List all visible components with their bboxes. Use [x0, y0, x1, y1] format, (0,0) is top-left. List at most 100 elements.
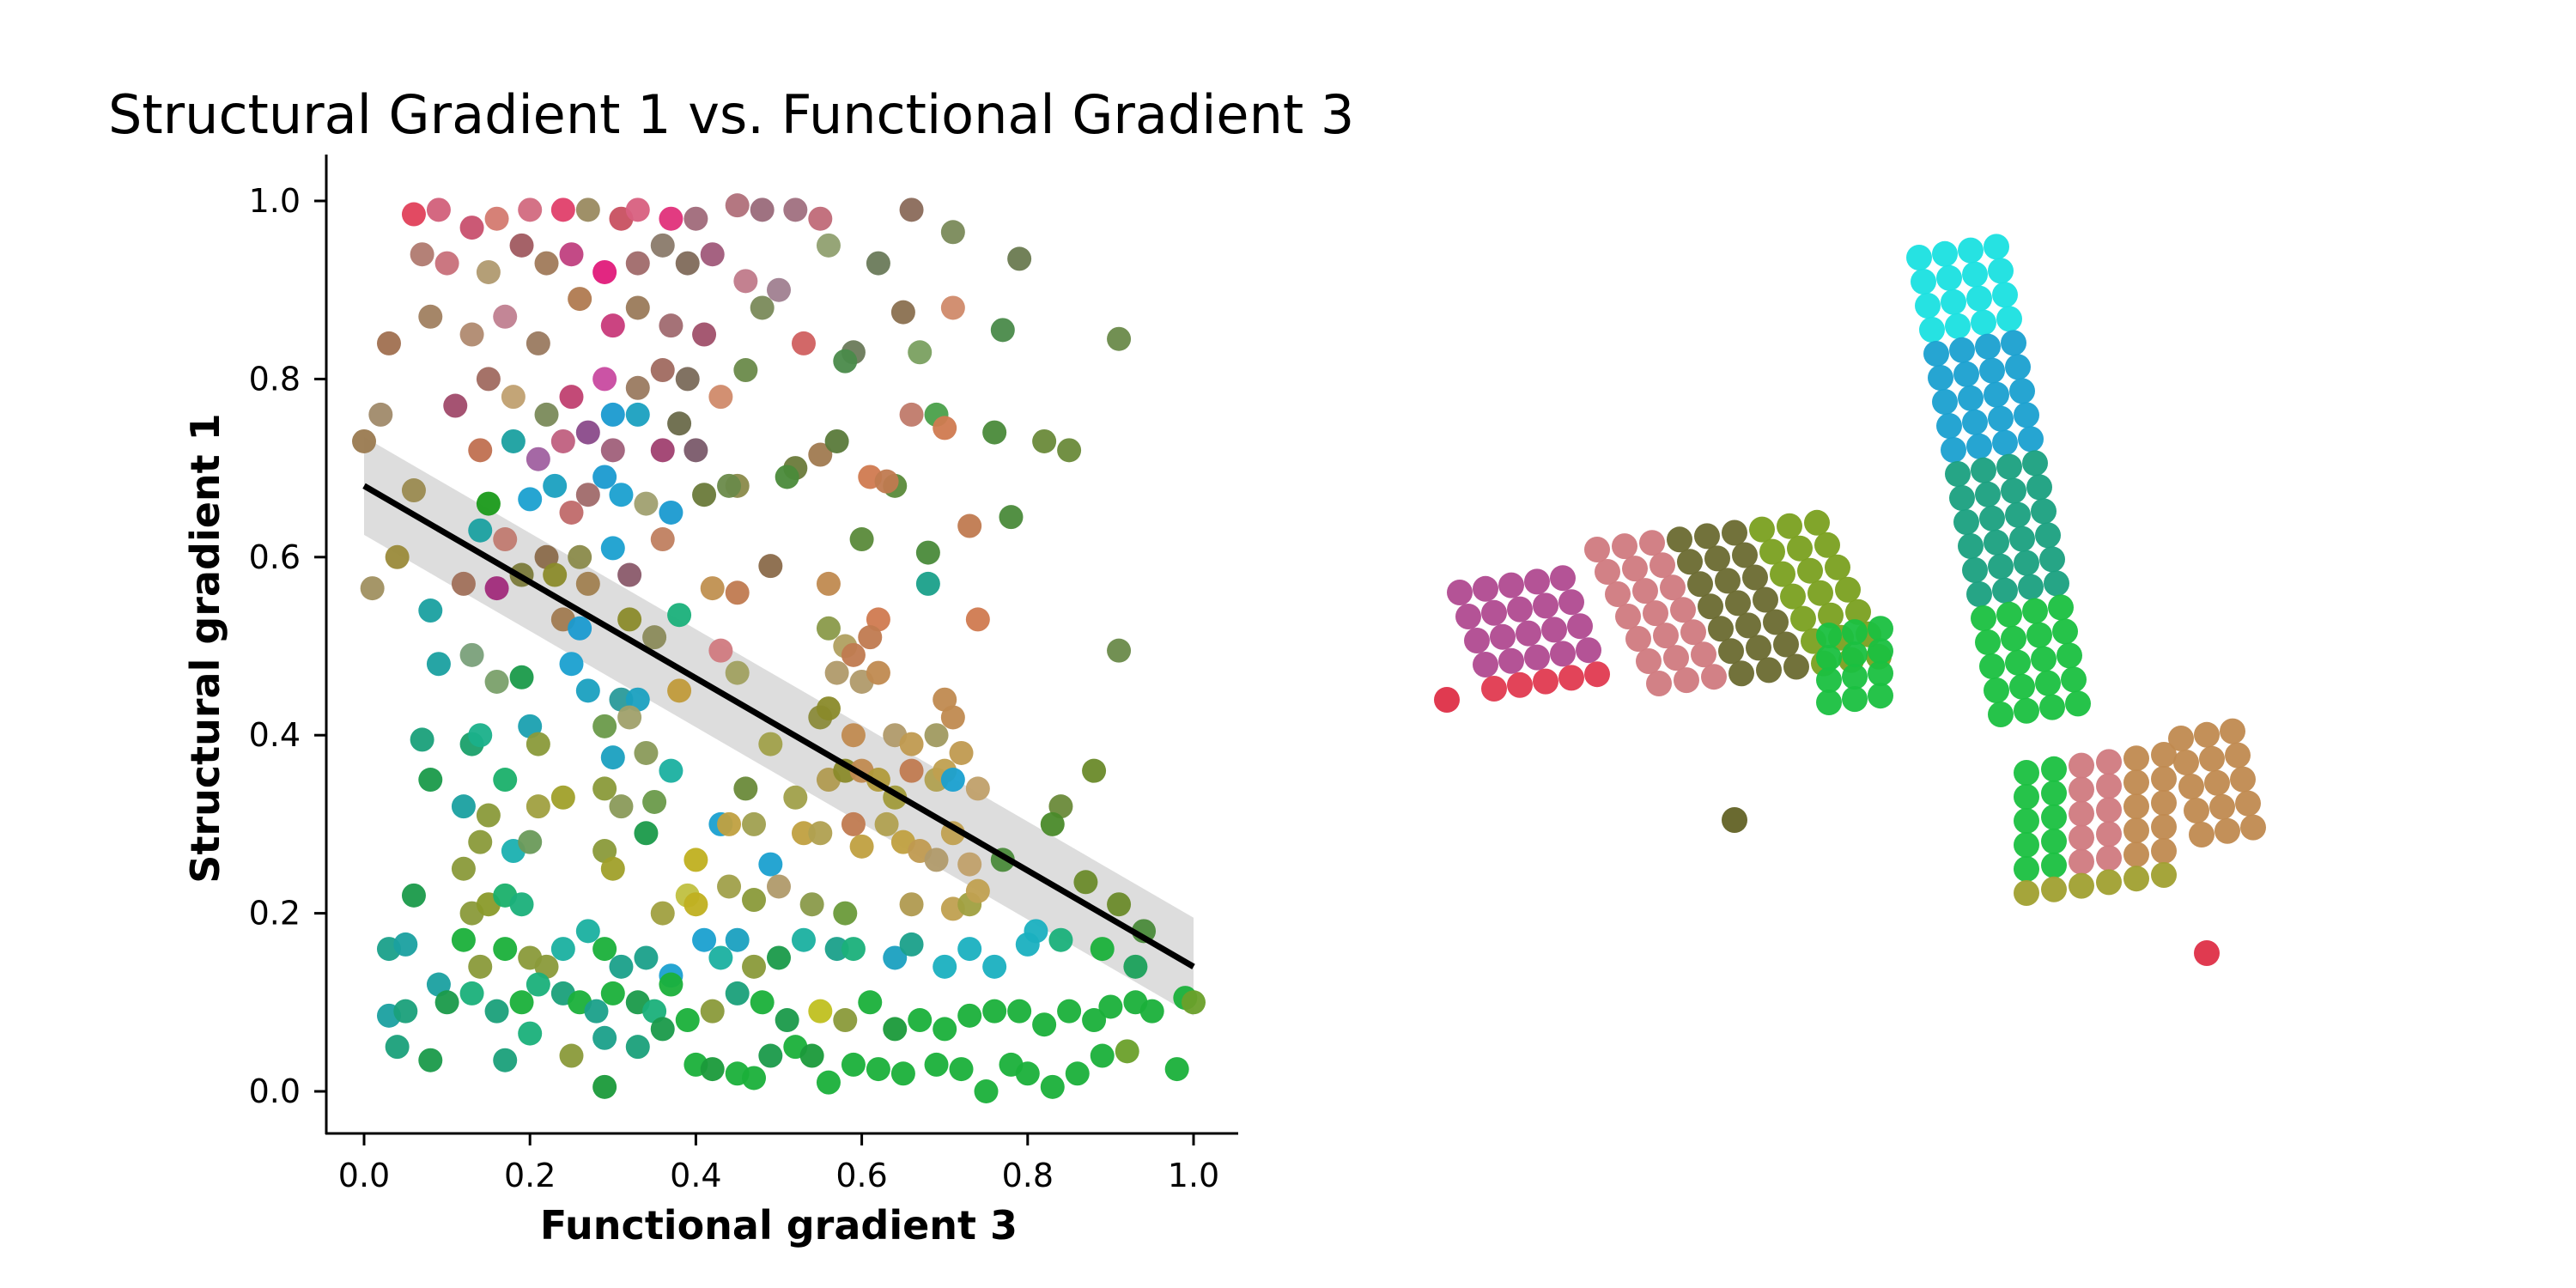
scatter-point: [410, 242, 434, 267]
scatter-point: [559, 500, 584, 525]
scatter-point: [899, 402, 924, 427]
scatter-point: [476, 259, 501, 284]
scatter-point: [683, 206, 708, 231]
brain-point: [1746, 635, 1771, 661]
scatter-point: [1007, 999, 1032, 1024]
scatter-point: [617, 705, 642, 730]
brain-point: [2014, 697, 2039, 724]
brain-point: [2014, 784, 2039, 810]
brain-point: [1825, 554, 1850, 580]
brain-point: [1958, 385, 1984, 411]
brain-point: [1949, 485, 1975, 511]
scatter-point: [493, 768, 518, 793]
scatter-point: [767, 874, 791, 899]
scatter-point: [659, 758, 683, 783]
scatter-point: [841, 1052, 866, 1077]
brain-point: [2235, 790, 2261, 817]
scatter-point: [650, 438, 675, 463]
brain-point: [1996, 601, 2022, 628]
scatter-point: [999, 505, 1024, 530]
scatter-point: [634, 740, 659, 765]
brain-point: [1687, 571, 1713, 598]
scatter-point: [899, 732, 924, 756]
brain-point: [2009, 673, 2035, 700]
scatter-point: [949, 740, 974, 765]
brain-point: [1584, 661, 1610, 688]
y-tick-label: 0.0: [249, 1072, 301, 1110]
scatter-point: [824, 428, 849, 453]
scatter-point: [990, 318, 1015, 343]
scatter-point: [509, 892, 534, 917]
brain-point: [1979, 357, 2005, 384]
scatter-point: [833, 349, 858, 374]
scatter-point: [767, 277, 791, 302]
scatter-plot-area: 0.0 0.2 0.4 0.6 0.8 1.0 0.0 0.2 0.4 0.6 0.8 1.0: [249, 155, 1238, 1194]
scatter-point: [650, 358, 675, 383]
brain-point: [2041, 804, 2067, 830]
scatter-point: [899, 758, 924, 783]
scatter-point: [1123, 954, 1148, 979]
brain-point: [1550, 565, 1576, 592]
scatter-point: [758, 732, 783, 756]
scatter-point: [650, 233, 675, 258]
brain-point: [1975, 629, 2001, 655]
scatter-point: [625, 251, 650, 276]
brain-point: [1625, 626, 1651, 652]
brain-point: [1962, 557, 1988, 583]
brain-point: [2026, 622, 2052, 648]
brain-point: [1649, 552, 1675, 579]
scatter-point: [808, 442, 833, 467]
scatter-point: [908, 340, 933, 365]
brain-point: [2069, 848, 2094, 875]
scatter-point: [659, 972, 683, 997]
brain-point: [1984, 234, 2009, 260]
scatter-point: [742, 888, 767, 913]
brain-point: [1783, 653, 1809, 680]
scatter-point: [883, 1017, 908, 1042]
scatter-point: [816, 696, 841, 721]
scatter-point: [443, 393, 468, 418]
scatter-point: [634, 491, 659, 516]
brain-point: [2096, 821, 2122, 848]
scatter-point: [915, 571, 940, 596]
scatter-point: [543, 473, 568, 498]
brain-point: [1932, 389, 1958, 415]
brain-point: [1753, 586, 1778, 613]
scatter-point: [393, 999, 418, 1024]
scatter-point: [550, 428, 575, 453]
scatter-point: [1164, 1057, 1189, 1082]
brain-point: [2014, 832, 2039, 858]
brain-point: [1677, 549, 1703, 575]
y-axis-label: Structural gradient 1: [182, 413, 228, 883]
brain-point: [1622, 556, 1648, 582]
scatter-point: [924, 1052, 949, 1077]
brain-point: [2014, 808, 2039, 834]
brain-point: [2096, 845, 2122, 872]
brain-point: [2096, 749, 2122, 775]
y-tick-label: 0.8: [249, 360, 301, 398]
brain-point: [1718, 638, 1744, 665]
brain-point: [1770, 561, 1795, 587]
brain-point: [2014, 550, 2039, 576]
scatter-point: [725, 981, 750, 1005]
brain-point: [1818, 602, 1844, 629]
brain-point: [2151, 838, 2177, 864]
scatter-point: [592, 714, 617, 738]
brain-point: [1533, 592, 1558, 619]
brain-point: [2001, 477, 2026, 504]
brain-point: [2184, 798, 2209, 823]
scatter-point: [584, 999, 609, 1024]
scatter-point: [1082, 758, 1107, 783]
brain-point: [2031, 646, 2057, 672]
brain-point: [2069, 752, 2094, 779]
brain-point: [2069, 800, 2094, 827]
scatter-point: [634, 945, 659, 970]
scatter-point: [742, 1066, 767, 1091]
scatter-point: [550, 785, 575, 810]
scatter-point: [833, 901, 858, 926]
brain-point: [1524, 644, 1550, 671]
scatter-point: [434, 990, 459, 1015]
scatter-point: [816, 233, 841, 258]
scatter-point: [385, 1035, 410, 1060]
brain-point: [1962, 409, 1988, 435]
